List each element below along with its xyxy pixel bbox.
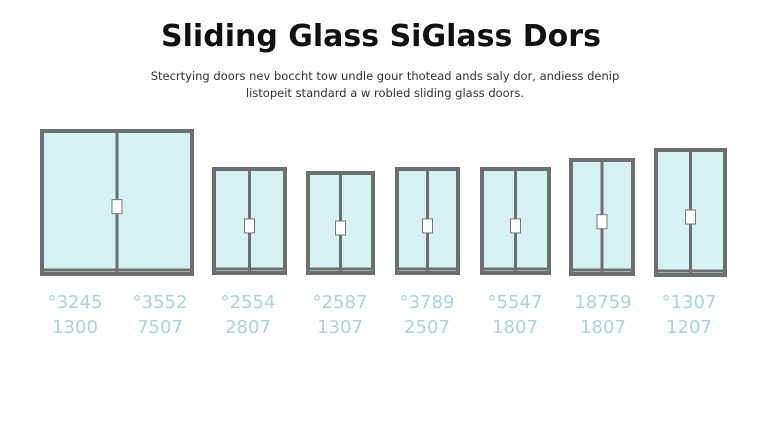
- item-top: °3552: [133, 292, 188, 313]
- item-bottom: 1300: [52, 317, 98, 338]
- door-handle: [422, 218, 433, 234]
- labels: °3245 1300 °3552 7507 °2554 2807 °2587 1307 °378…: [48, 292, 717, 338]
- title: Sliding Glass SiGlass Dors: [161, 19, 601, 54]
- door-handle: [335, 220, 346, 236]
- item-top: 18759: [574, 292, 631, 313]
- item-top: °2587: [313, 292, 368, 313]
- item-top: °3245: [48, 292, 103, 313]
- item-top: °5547: [488, 292, 543, 313]
- item-top: °1307: [662, 292, 717, 313]
- item-bottom: 1807: [492, 317, 538, 338]
- door-handle: [510, 218, 521, 234]
- item-bottom: 7507: [137, 317, 183, 338]
- subtitle: Stecrtying doors nev boccht tow undle go…: [151, 69, 620, 83]
- item-top: °2554: [221, 292, 276, 313]
- doors: [40, 129, 727, 277]
- item-bottom: 1207: [666, 317, 712, 338]
- item-bottom: 2507: [404, 317, 450, 338]
- item-bottom: 2807: [225, 317, 271, 338]
- item-bottom: 1307: [317, 317, 363, 338]
- item-top: °3789: [400, 292, 455, 313]
- door-handle: [111, 199, 123, 215]
- door-handle: [244, 218, 255, 234]
- item-bottom: 1807: [580, 317, 626, 338]
- subtitle: listopeit standard a w robled sliding gl…: [246, 86, 524, 100]
- door-handle: [685, 209, 696, 225]
- door-handle: [596, 214, 608, 230]
